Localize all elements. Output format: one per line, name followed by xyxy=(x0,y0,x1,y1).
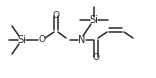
Text: O: O xyxy=(53,11,59,21)
Text: Si: Si xyxy=(90,15,98,25)
Text: N: N xyxy=(78,35,86,45)
Text: Si: Si xyxy=(18,35,26,45)
Text: O: O xyxy=(39,35,46,45)
Text: O: O xyxy=(93,52,100,61)
